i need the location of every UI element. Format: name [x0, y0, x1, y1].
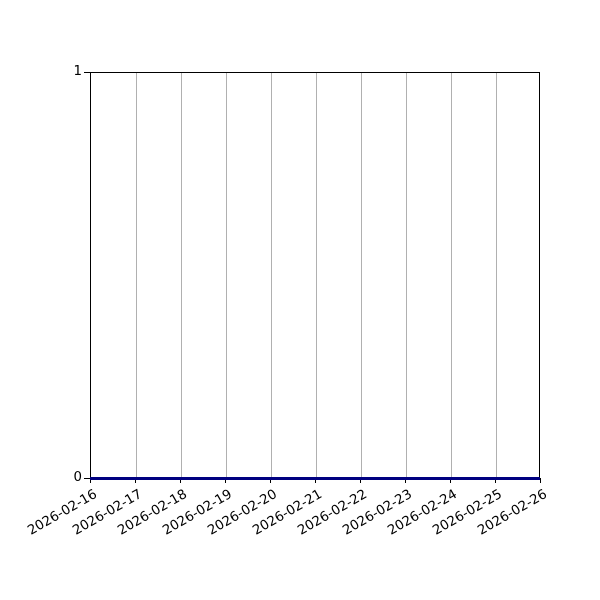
series-line: [90, 476, 540, 480]
x-tick-mark: [404, 478, 406, 483]
x-gridline: [270, 73, 272, 477]
x-tick-mark: [449, 478, 451, 483]
x-tick-mark: [359, 478, 361, 483]
x-tick-mark: [134, 478, 136, 483]
x-tick-mark: [269, 478, 271, 483]
x-gridline: [225, 73, 227, 477]
x-gridline: [135, 73, 137, 477]
x-gridline: [495, 73, 497, 477]
x-tick-mark: [179, 478, 181, 483]
y-tick-mark-top: [84, 71, 90, 73]
x-gridline: [180, 73, 182, 477]
y-tick-label-1: 1: [73, 64, 82, 79]
x-tick-mark: [314, 478, 316, 483]
y-tick-label-0: 0: [73, 470, 82, 485]
x-tick-mark: [494, 478, 496, 483]
x-tick-mark: [224, 478, 226, 483]
x-tick-mark: [89, 478, 91, 483]
x-gridline: [450, 73, 452, 477]
x-tick-mark: [539, 478, 541, 483]
x-gridline: [360, 73, 362, 477]
plot-area: [90, 72, 540, 478]
x-gridline: [315, 73, 317, 477]
y-tick-mark-bottom: [84, 477, 90, 479]
x-gridline: [405, 73, 407, 477]
